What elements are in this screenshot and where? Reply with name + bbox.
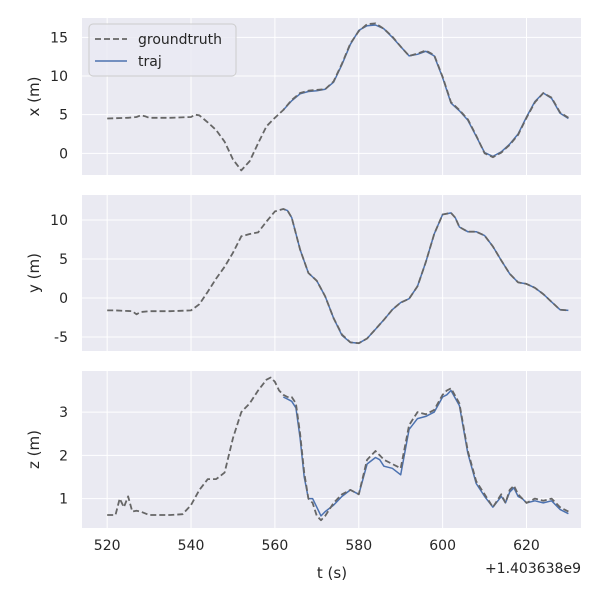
x-tick-label: 580 — [345, 538, 372, 554]
y-tick-label: 2 — [59, 448, 68, 464]
y-axis-label-y: y (m) — [25, 253, 43, 293]
y-tick-label: 10 — [50, 213, 68, 229]
x-axis-offset: +1.403638e9 — [485, 561, 581, 577]
y-axis-label-z: z (m) — [25, 430, 43, 469]
legend: groundtruth traj — [88, 23, 237, 77]
y-tick-label: 0 — [59, 291, 68, 307]
legend-label-groundtruth: groundtruth — [138, 32, 222, 48]
y-tick-label: -5 — [54, 330, 68, 346]
y-tick-label: 1 — [59, 492, 68, 508]
series-traj-z — [282, 389, 569, 517]
subplot-panels: 0 5 10 15 x (m) -5 0 5 10 y (m) 1 2 3 520 540 560 580 600… — [25, 18, 581, 554]
y-tick-label: 0 — [59, 146, 68, 162]
subplot-y: -5 0 5 10 y (m) — [25, 195, 581, 351]
legend-label-traj: traj — [138, 54, 162, 70]
x-tick-label: 520 — [94, 538, 121, 554]
y-tick-label: 10 — [50, 69, 68, 85]
y-tick-label: 15 — [50, 30, 68, 46]
plot-area — [82, 371, 581, 528]
subplot-z: 1 2 3 520 540 560 580 600 620 z (m) — [25, 371, 581, 554]
y-axis-label-x: x (m) — [25, 77, 43, 117]
y-tick-label: 3 — [59, 405, 68, 421]
series-groundtruth-x — [107, 22, 569, 172]
x-tick-label: 540 — [178, 538, 205, 554]
series-traj-x — [282, 24, 569, 158]
x-tick-label: 620 — [513, 538, 540, 554]
series-groundtruth-y — [107, 208, 569, 345]
y-tick-label: 5 — [59, 108, 68, 124]
legend-frame — [88, 23, 237, 77]
x-axis-label: t (s) — [317, 564, 347, 582]
x-tick-label: 600 — [429, 538, 456, 554]
series-groundtruth-z — [107, 376, 569, 522]
x-tick-label: 560 — [262, 538, 289, 554]
y-tick-label: 5 — [59, 252, 68, 268]
plot-area — [82, 195, 581, 351]
